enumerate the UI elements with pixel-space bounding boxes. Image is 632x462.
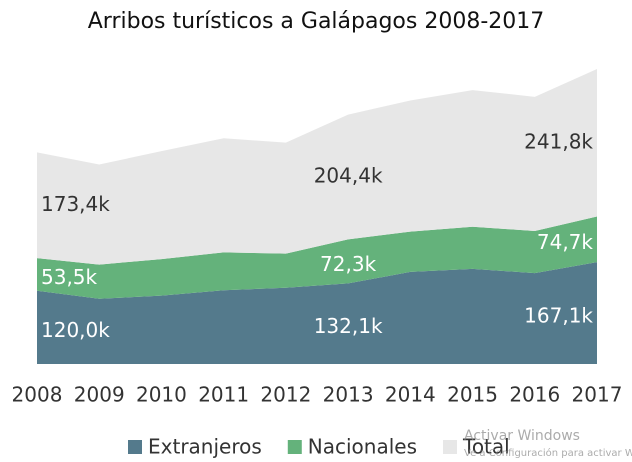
x-tick-label: 2010 bbox=[136, 383, 187, 407]
legend-item: Total bbox=[443, 435, 510, 459]
data-label: 204,4k bbox=[314, 163, 383, 187]
area bbox=[37, 216, 597, 299]
data-label: 74,7k bbox=[537, 230, 594, 254]
chart-title: Arribos turísticos a Galápagos 2008-2017 bbox=[88, 9, 545, 34]
x-tick-label: 2017 bbox=[572, 383, 623, 407]
data-label: 167,1k bbox=[524, 304, 593, 328]
data-label: 72,3k bbox=[320, 252, 377, 276]
watermark-text: Ve a Configuración para activar Windows. bbox=[464, 447, 632, 459]
legend-label: Total bbox=[462, 435, 510, 459]
legend-swatch bbox=[287, 440, 302, 454]
data-label: 53,5k bbox=[41, 265, 98, 289]
x-tick-label: 2013 bbox=[323, 383, 374, 407]
watermark-title: Activar Windows bbox=[464, 428, 580, 444]
area bbox=[37, 262, 597, 364]
legend-swatch bbox=[128, 440, 142, 454]
data-label: 173,4k bbox=[41, 192, 110, 216]
data-label: 132,1k bbox=[314, 314, 383, 338]
x-tick-label: 2011 bbox=[198, 383, 249, 407]
x-tick-label: 2008 bbox=[12, 383, 63, 407]
data-label: 120,0k bbox=[41, 318, 110, 342]
x-tick-label: 2015 bbox=[447, 383, 498, 407]
data-label: 241,8k bbox=[524, 129, 593, 153]
legend-label: Nacionales bbox=[308, 435, 417, 459]
x-tick-label: 2012 bbox=[260, 383, 311, 407]
x-tick-label: 2016 bbox=[509, 383, 560, 407]
legend-item: Nacionales bbox=[287, 435, 417, 459]
legend-item: Extranjeros bbox=[128, 435, 262, 459]
x-tick-label: 2009 bbox=[74, 383, 125, 407]
legend-label: Extranjeros bbox=[148, 435, 262, 459]
area bbox=[37, 69, 597, 265]
legend-swatch bbox=[443, 440, 457, 454]
x-tick-label: 2014 bbox=[385, 383, 436, 407]
